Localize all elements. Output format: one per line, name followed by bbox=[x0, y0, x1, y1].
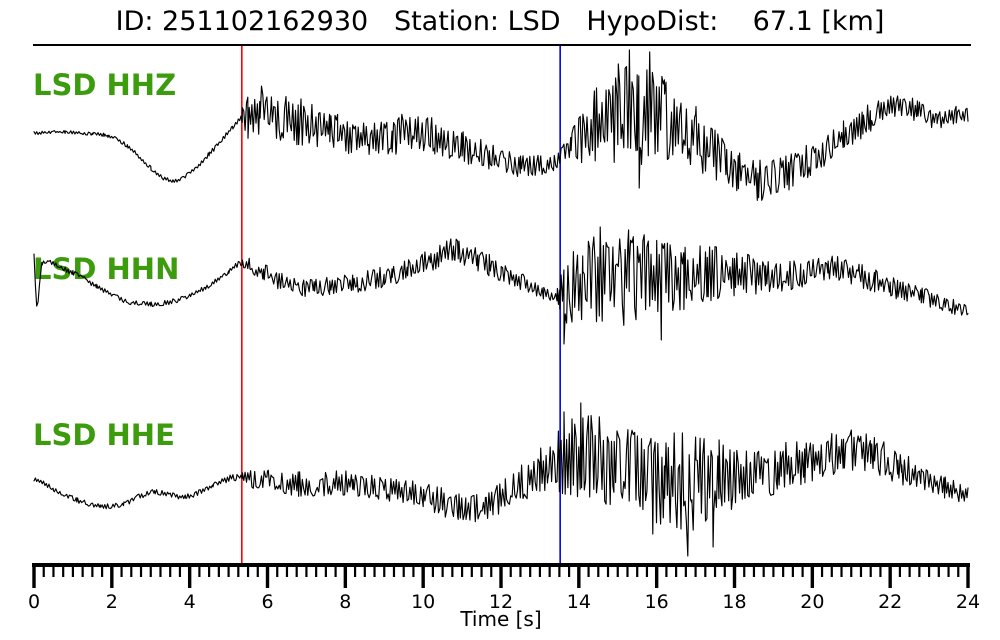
trace-label-hhz: LSD HHZ bbox=[33, 68, 177, 102]
trace-lsd-hhz bbox=[33, 49, 969, 201]
trace-lsd-hhe bbox=[33, 402, 969, 557]
tick-label: 22 bbox=[878, 591, 902, 613]
tick-label: 16 bbox=[645, 591, 669, 613]
figure-title: ID: 251102162930 Station: LSD HypoDist: … bbox=[115, 6, 885, 37]
tick-label: 10 bbox=[411, 591, 435, 613]
tick-label: 24 bbox=[956, 591, 980, 613]
tick-label: 12 bbox=[489, 591, 513, 613]
tick-label: 8 bbox=[339, 591, 351, 613]
waveform-traces bbox=[33, 49, 969, 557]
tick-label: 0 bbox=[28, 591, 40, 613]
trace-lsd-hhn bbox=[33, 226, 969, 345]
x-axis-title: Time [s] bbox=[459, 607, 541, 631]
tick-label: 20 bbox=[800, 591, 824, 613]
tick-label: 2 bbox=[106, 591, 118, 613]
tick-label: 14 bbox=[567, 591, 591, 613]
tick-label: 4 bbox=[184, 591, 196, 613]
tick-label: 18 bbox=[722, 591, 746, 613]
trace-label-hhe: LSD HHE bbox=[33, 418, 175, 452]
tick-label: 6 bbox=[261, 591, 273, 613]
